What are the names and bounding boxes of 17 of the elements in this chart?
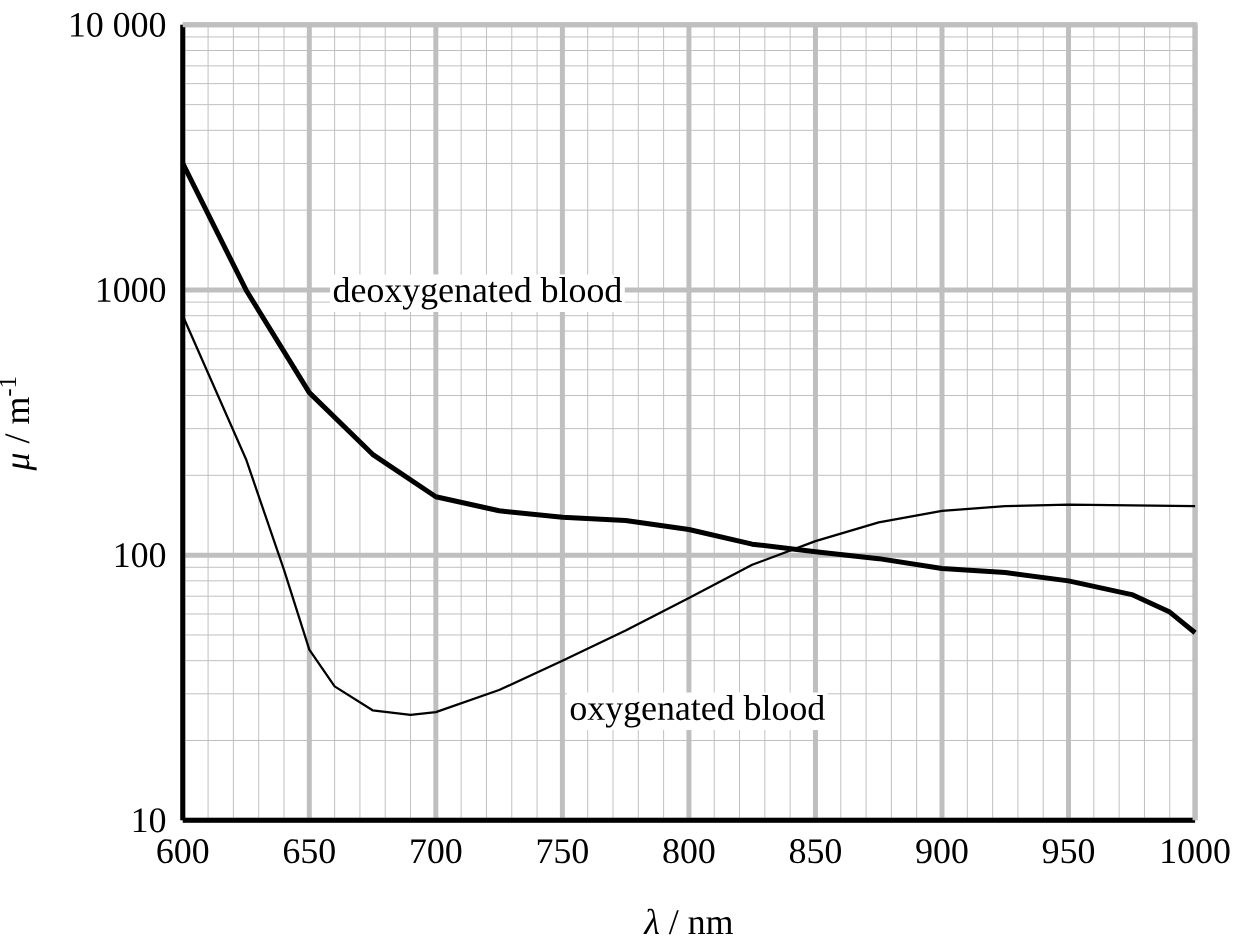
x-tick-label: 850 xyxy=(789,838,841,864)
y-tick-label: 100 xyxy=(115,542,166,568)
y-tick-label: 10 000 xyxy=(71,12,166,37)
x-tick-label: 650 xyxy=(283,838,335,864)
x-tick-label: 600 xyxy=(157,838,209,864)
x-tick-label: 800 xyxy=(663,838,715,864)
y-tick-label: 1000 xyxy=(97,277,166,302)
x-tick-label: 1000 xyxy=(1162,838,1230,864)
y-axis-title: μ / m$^{-1}$ xyxy=(0,377,37,471)
x-tick-label: 900 xyxy=(916,838,968,864)
x-axis-title: λ / nm xyxy=(643,908,733,935)
series-label: oxygenated blood xyxy=(570,694,825,728)
x-tick-label: 950 xyxy=(1042,838,1095,864)
series-label: deoxygenated blood xyxy=(333,276,622,310)
y-tick-label: 10 xyxy=(133,808,166,833)
x-tick-label: 700 xyxy=(411,838,462,864)
x-tick-label: 750 xyxy=(537,838,588,864)
